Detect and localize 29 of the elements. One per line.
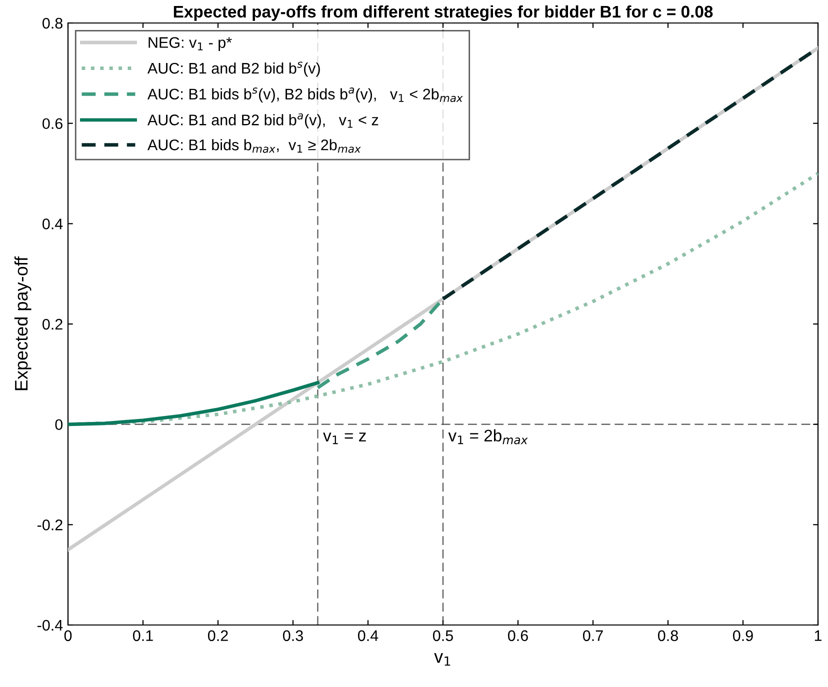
y-tick-label: 0	[55, 419, 63, 430]
x-tick-label: 0.6	[508, 630, 528, 642]
legend-label: AUC: B1 and B2 bid b$^{s}$(v)	[147, 62, 320, 77]
x-tick-label: 1	[814, 630, 822, 641]
chart-title: Expected pay-offs from different strategies for bidder B1 for c = 0.08	[174, 5, 713, 21]
x-tick-label: 0	[64, 630, 72, 642]
legend-label: NEG: v$_{1}$ - p*	[148, 37, 232, 51]
x-tick-label: 0.9	[732, 630, 753, 642]
x-axis-title: v$_{1}$	[434, 653, 450, 666]
x-tick-label: 0.7	[582, 630, 603, 642]
ref-line-label: v$_{1}$ = 2b$_{max}$	[448, 429, 528, 444]
x-tick-label: 0.8	[658, 630, 678, 642]
x-tick-label: 0.3	[282, 630, 303, 642]
legend-label: AUC: B1 bids b$_{max}$, v$_{1}$ ≥ 2b$_{max}$	[147, 139, 361, 153]
x-tick-label: 0.4	[358, 630, 378, 642]
x-tick-label: 0.1	[132, 630, 153, 642]
ref-line-label: v$_{1}$ = z	[323, 432, 366, 444]
y-tick-label: -0.4	[37, 620, 63, 631]
x-tick-label: 0.5	[432, 630, 453, 642]
y-tick-label: 0.8	[42, 18, 62, 29]
y-tick-label: 0.2	[42, 318, 62, 330]
y-tick-label: -0.2	[37, 520, 62, 530]
x-tick-label: 0.2	[208, 630, 228, 642]
y-tick-label: 0.6	[42, 118, 62, 130]
legend-label: AUC: B1 bids b$^{s}$(v), B2 bids b$^{a}$(v), v$_{1}$ < 2b$_{max}$	[147, 88, 463, 103]
y-tick-label: 0.4	[42, 218, 63, 230]
y-axis-title: Expected pay-off	[14, 256, 32, 390]
legend-label: AUC: B1 and B2 bid b$^{a}$(v), v$_{1}$ < z	[147, 113, 378, 128]
line-series	[68, 380, 320, 426]
